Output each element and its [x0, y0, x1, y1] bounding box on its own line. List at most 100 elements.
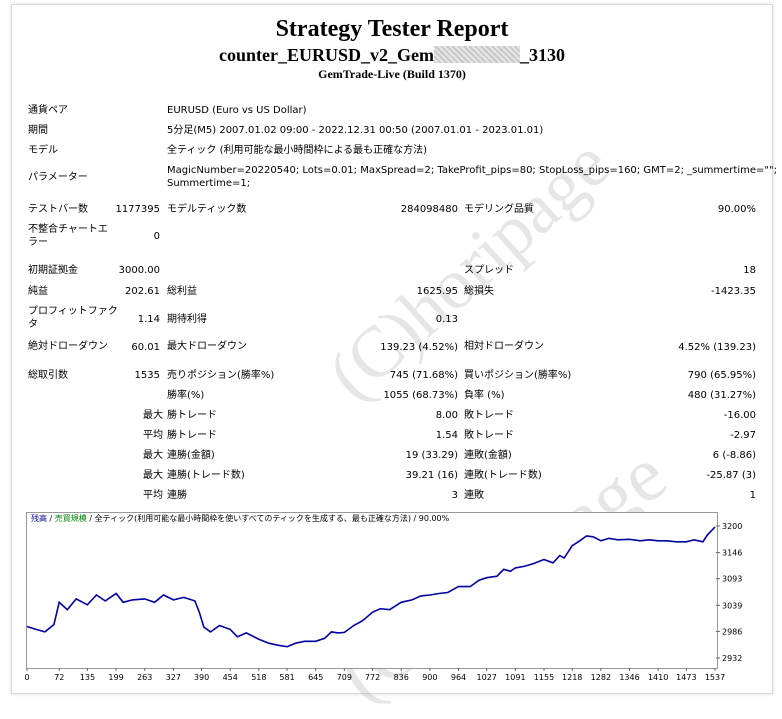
- legend-volume: 売買規模: [54, 514, 87, 523]
- cons-losses-money-value: 6 (-8.86): [712, 450, 756, 461]
- short-label: 売りポジション(勝率%): [167, 370, 275, 381]
- avg-cons-wins-label: 連勝: [167, 490, 187, 501]
- avg-cons-losses-value: 1: [749, 490, 756, 501]
- mismatch-value: 0: [153, 231, 160, 242]
- expected-label: 期待利得: [167, 314, 207, 325]
- bars-label: テストバー数: [28, 204, 88, 215]
- ea-name-suffix: _3130: [519, 45, 565, 65]
- total-trades-label: 総取引数: [28, 370, 68, 381]
- avg-cons-wins-value: 3: [451, 490, 458, 501]
- chart-plot-area: 残高 / 売買規模 / 全ティック(利用可能な最小時間枠を使いすべてのティックを…: [26, 512, 718, 669]
- symbol-label: 通貨ペア: [28, 105, 68, 116]
- x-tick-label: 1282: [591, 673, 611, 682]
- net-label: 純益: [28, 286, 48, 297]
- avg2-label: 平均: [143, 490, 163, 501]
- gross-loss-value: -1423.35: [711, 286, 756, 297]
- x-tick-label: 0: [24, 673, 29, 682]
- x-tick-label: 1473: [676, 673, 696, 682]
- gross-profit-label: 総利益: [167, 286, 197, 297]
- legend-balance: 残高: [31, 514, 47, 523]
- deposit-label: 初期証拠金: [28, 265, 78, 276]
- mismatch-label-1: 不整合チャートエ: [28, 224, 108, 235]
- y-tick-label: 3146: [722, 549, 742, 558]
- gross-profit-value: 1625.95: [416, 286, 458, 297]
- y-tick-label: 2986: [722, 627, 742, 636]
- win-value: 1055 (68.73%): [383, 390, 458, 401]
- params-label: パラメーター: [28, 172, 88, 183]
- redacted-mask: [433, 46, 520, 63]
- x-tick-label: 900: [422, 673, 437, 682]
- total-trades-value: 1535: [134, 370, 160, 381]
- rel-dd-value: 4.52% (139.23): [678, 342, 756, 353]
- ea-name: counter_EURUSD_v2_Gem _3130: [12, 44, 772, 66]
- symbol-value: EURUSD (Euro vs US Dollar): [167, 105, 307, 116]
- spread-value: 18: [743, 265, 756, 276]
- expected-value: 0.13: [435, 314, 458, 325]
- loss-label: 負率 (%): [464, 390, 505, 401]
- x-tick-label: 454: [223, 673, 238, 682]
- long-value: 790 (65.95%): [687, 370, 756, 381]
- y-tick-label: 2932: [722, 654, 742, 663]
- net-value: 202.61: [125, 286, 160, 297]
- report-title: Strategy Tester Report: [275, 16, 509, 42]
- x-tick-label: 1537: [705, 673, 725, 682]
- balance-line: [26, 526, 716, 648]
- x-tick-label: 1091: [505, 673, 525, 682]
- avg-cons-losses-label: 連敗: [464, 490, 484, 501]
- period-value: 5分足(M5) 2007.01.02 09:00 - 2022.12.31 00…: [167, 125, 544, 136]
- abs-dd-value: 60.01: [131, 342, 160, 353]
- x-tick-label: 581: [279, 673, 294, 682]
- rel-dd-label: 相対ドローダウン: [464, 341, 544, 352]
- y-tick-label: 3200: [722, 522, 742, 531]
- chart-svg: 3200 3146 3093 3039 2986 2932 0 72 135 199 263 327 3…: [24, 522, 742, 682]
- cons-loss-value: -25.87 (3): [706, 470, 756, 481]
- short-value: 745 (71.68%): [389, 370, 458, 381]
- legend-rest: / 全ティック(利用可能な最小時間枠を使いすべてのティックを生成する、最も正確な…: [86, 514, 450, 523]
- x-tick-label: 72: [54, 673, 64, 682]
- x-tick-label: 327: [166, 673, 181, 682]
- x-tick-label: 709: [337, 673, 352, 682]
- largest-label: 最大: [143, 410, 163, 421]
- pf-value: 1.14: [137, 314, 160, 325]
- cons-loss-label: 連敗(トレード数): [464, 470, 542, 481]
- x-tick-label: 964: [451, 673, 466, 682]
- largest-win-label: 勝トレード: [167, 410, 217, 421]
- max2-label: 最大: [143, 470, 163, 481]
- deposit-value: 3000.00: [118, 265, 160, 276]
- bars-value: 1177395: [115, 204, 160, 215]
- x-tick-label: 1346: [619, 673, 639, 682]
- server-build: GemTrade-Live (Build 1370): [318, 67, 466, 81]
- largest-loss-value: -16.00: [723, 410, 756, 421]
- max-dd-value: 139.23 (4.52%): [380, 342, 458, 353]
- params-line2: Summertime=1;: [167, 178, 251, 189]
- largest-win-value: 8.00: [435, 410, 458, 421]
- long-label: 買いポジション(勝率%): [464, 370, 572, 381]
- x-tick-label: 1027: [477, 673, 497, 682]
- legend-sep: /: [47, 514, 55, 523]
- ticks-value: 284098480: [400, 204, 458, 215]
- largest-loss-label: 敗トレード: [464, 410, 514, 421]
- loss-value: 480 (31.27%): [687, 390, 756, 401]
- period-label: 期間: [28, 125, 48, 136]
- x-tick-label: 263: [137, 673, 152, 682]
- mismatch-label-2: ラー: [28, 237, 48, 248]
- x-tick-label: 1410: [648, 673, 668, 682]
- avg-loss-label: 敗トレード: [464, 430, 514, 441]
- cons-profit-value: 39.21 (16): [405, 470, 458, 481]
- x-tick-label: 199: [108, 673, 123, 682]
- cons-losses-money-label: 連敗(金額): [464, 450, 512, 461]
- x-tick-label: 518: [251, 673, 266, 682]
- chart-legend: 残高 / 売買規模 / 全ティック(利用可能な最小時間枠を使いすべてのティックを…: [31, 514, 449, 524]
- x-tick-label: 772: [365, 673, 380, 682]
- y-tick-label: 3093: [722, 575, 742, 584]
- quality-label: モデリング品質: [464, 204, 534, 215]
- win-label: 勝率(%): [167, 390, 205, 401]
- ticks-label: モデルティック数: [167, 204, 247, 215]
- avg-win-label: 勝トレード: [167, 430, 217, 441]
- model-label: モデル: [28, 145, 58, 156]
- x-tick-label: 645: [308, 673, 323, 682]
- avg-win-value: 1.54: [435, 430, 458, 441]
- x-tick-label: 135: [80, 673, 95, 682]
- pf-label-2: タ: [28, 319, 38, 330]
- x-tick-label: 1218: [562, 673, 582, 682]
